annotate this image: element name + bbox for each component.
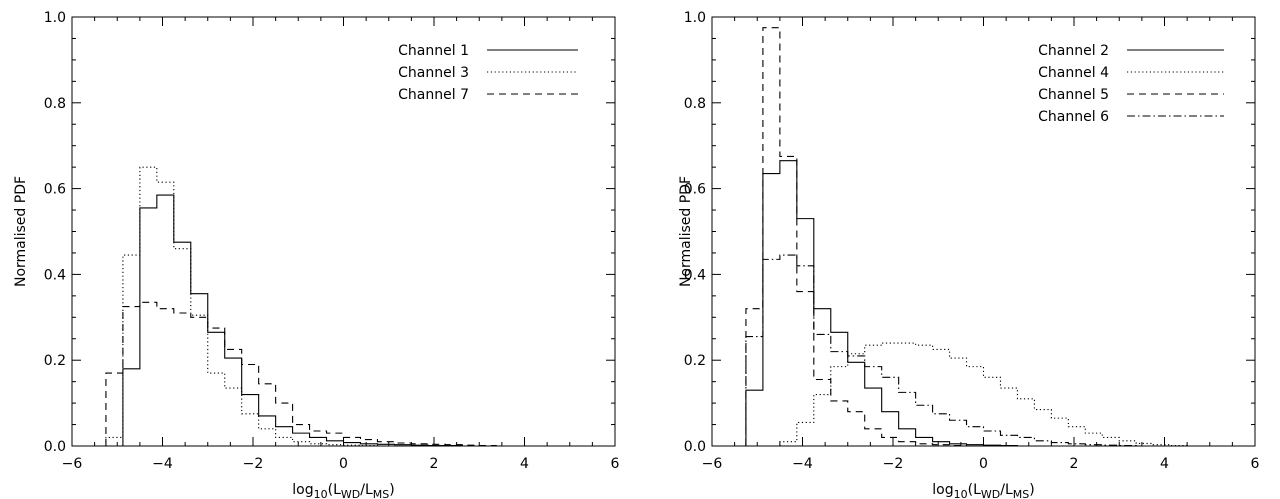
- x-tick-label: 6: [1251, 456, 1260, 472]
- y-tick-label: 0.4: [44, 267, 66, 283]
- y-tick-label: 0.0: [684, 439, 706, 455]
- x-tick-label: −2: [243, 456, 264, 472]
- y-tick-label: 0.8: [684, 96, 706, 112]
- x-tick-label: 2: [1070, 456, 1079, 472]
- y-tick-label: 0.6: [44, 182, 66, 198]
- y-tick-label: 0.2: [684, 353, 706, 369]
- x-tick-label: 0: [339, 456, 348, 472]
- legend-label: Channel 5: [1038, 87, 1109, 103]
- left-panel: −6 −4 −2 0 2 4 6 0.0 0.2 0.4 0.6 0.8 1.0 Normalised P…: [13, 10, 620, 499]
- legend-label: Channel 6: [1038, 109, 1109, 125]
- y-axis-label: Normalised PDF: [13, 176, 29, 287]
- plot-frame: [71, 16, 616, 447]
- x-tick-label: 4: [520, 456, 529, 472]
- series-channel-3: [105, 166, 395, 447]
- x-tick-label: −6: [702, 456, 723, 472]
- y-axis-label: Normalised PDF: [678, 176, 694, 287]
- series-channel-6: [745, 254, 1154, 447]
- series-channel-1: [122, 194, 480, 447]
- series-channel-2: [745, 160, 1035, 447]
- x-tick-label: 4: [1160, 456, 1169, 472]
- y-tick-label: 1.0: [44, 10, 66, 26]
- x-axis-label: log10(LWD/LMS): [932, 482, 1034, 499]
- x-tick-label: 0: [979, 456, 988, 472]
- series-channel-4: [779, 342, 1205, 447]
- y-tick-label: 0.8: [44, 96, 66, 112]
- right-panel: −6 −4 −2 0 2 4 6 0.0 0.2 0.4 0.6 0.8 1.0 Normalised P…: [678, 10, 1260, 499]
- legend-label: Channel 2: [1038, 43, 1109, 59]
- y-tick-label: 0.6: [684, 182, 706, 198]
- plot-frame: [711, 16, 1256, 447]
- y-tick-label: 0.0: [44, 439, 66, 455]
- x-tick-label: 2: [430, 456, 439, 472]
- y-tick-label: 0.4: [684, 267, 706, 283]
- x-tick-label: −2: [883, 456, 904, 472]
- y-tick-label: 0.2: [44, 353, 66, 369]
- x-tick-label: −6: [62, 456, 83, 472]
- x-tick-label: −4: [152, 456, 173, 472]
- series-channel-7: [105, 301, 514, 447]
- y-tick-label: 1.0: [684, 10, 706, 26]
- legend-label: Channel 7: [398, 87, 469, 103]
- legend-label: Channel 4: [1038, 65, 1109, 81]
- x-tick-label: 6: [611, 456, 620, 472]
- x-tick-label: −4: [792, 456, 813, 472]
- x-axis-label: log10(LWD/LMS): [292, 482, 394, 499]
- legend-label: Channel 3: [398, 65, 469, 81]
- legend-label: Channel 1: [398, 43, 469, 59]
